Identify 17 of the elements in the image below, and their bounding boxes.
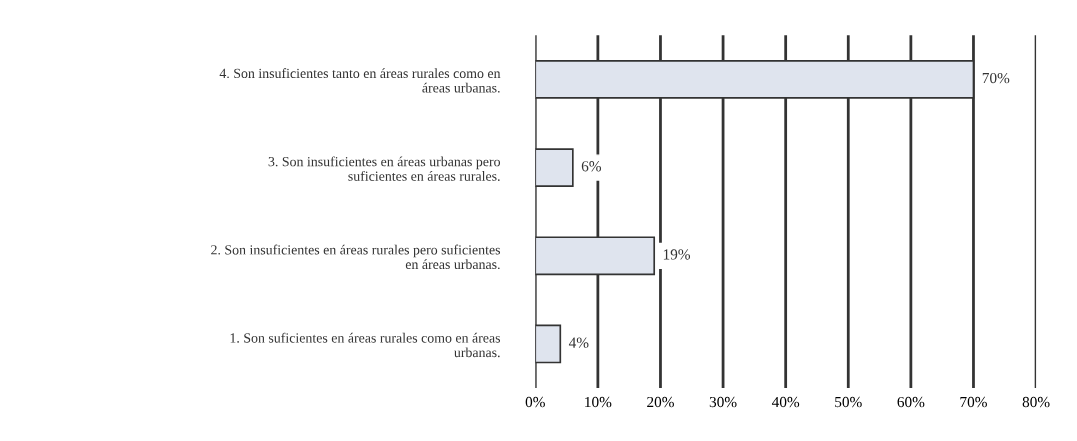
y-tick-label: 2. Son insuficientes en áreas rurales pero suficientes en áreas urbanas. [211,244,501,270]
y-tick-label: 4. Son insuficientes tanto en áreas rurales como en áreas urbanas. [219,68,501,93]
data-label: 4% [568,337,589,348]
x-tick-label: 10% [585,396,612,408]
y-tick-label: 3. Son insuficientes en áreas urbanas pero suficientes en áreas rurales. [268,156,501,181]
x-tick-label: 60% [897,396,925,408]
data-label: 6% [581,161,602,172]
data-label: 70% [982,72,1010,84]
data-label: 19% [663,249,691,260]
x-tick-label: 20% [647,396,674,408]
x-tick-label: 70% [960,396,987,408]
x-tick-label: 0% [525,396,545,408]
y-tick-label: 1. Son suficientes en áreas rurales como en áreas urbanas. [230,332,501,358]
x-tick-label: 50% [835,396,862,408]
x-tick-label: 80% [1022,396,1050,408]
x-tick-label: 40% [771,396,800,408]
x-tick-label: 30% [709,396,737,408]
